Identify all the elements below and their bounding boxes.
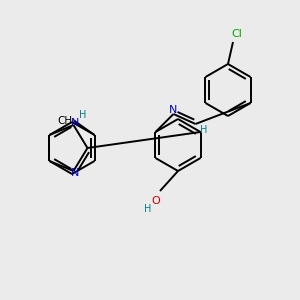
Text: O: O bbox=[152, 196, 160, 206]
Text: N: N bbox=[71, 168, 80, 178]
Text: N: N bbox=[71, 118, 80, 128]
Text: N: N bbox=[169, 105, 178, 115]
Text: Cl: Cl bbox=[232, 29, 242, 39]
Text: H: H bbox=[79, 110, 86, 120]
Text: H: H bbox=[144, 204, 152, 214]
Text: H: H bbox=[200, 125, 207, 135]
Text: CH₃: CH₃ bbox=[57, 116, 76, 126]
